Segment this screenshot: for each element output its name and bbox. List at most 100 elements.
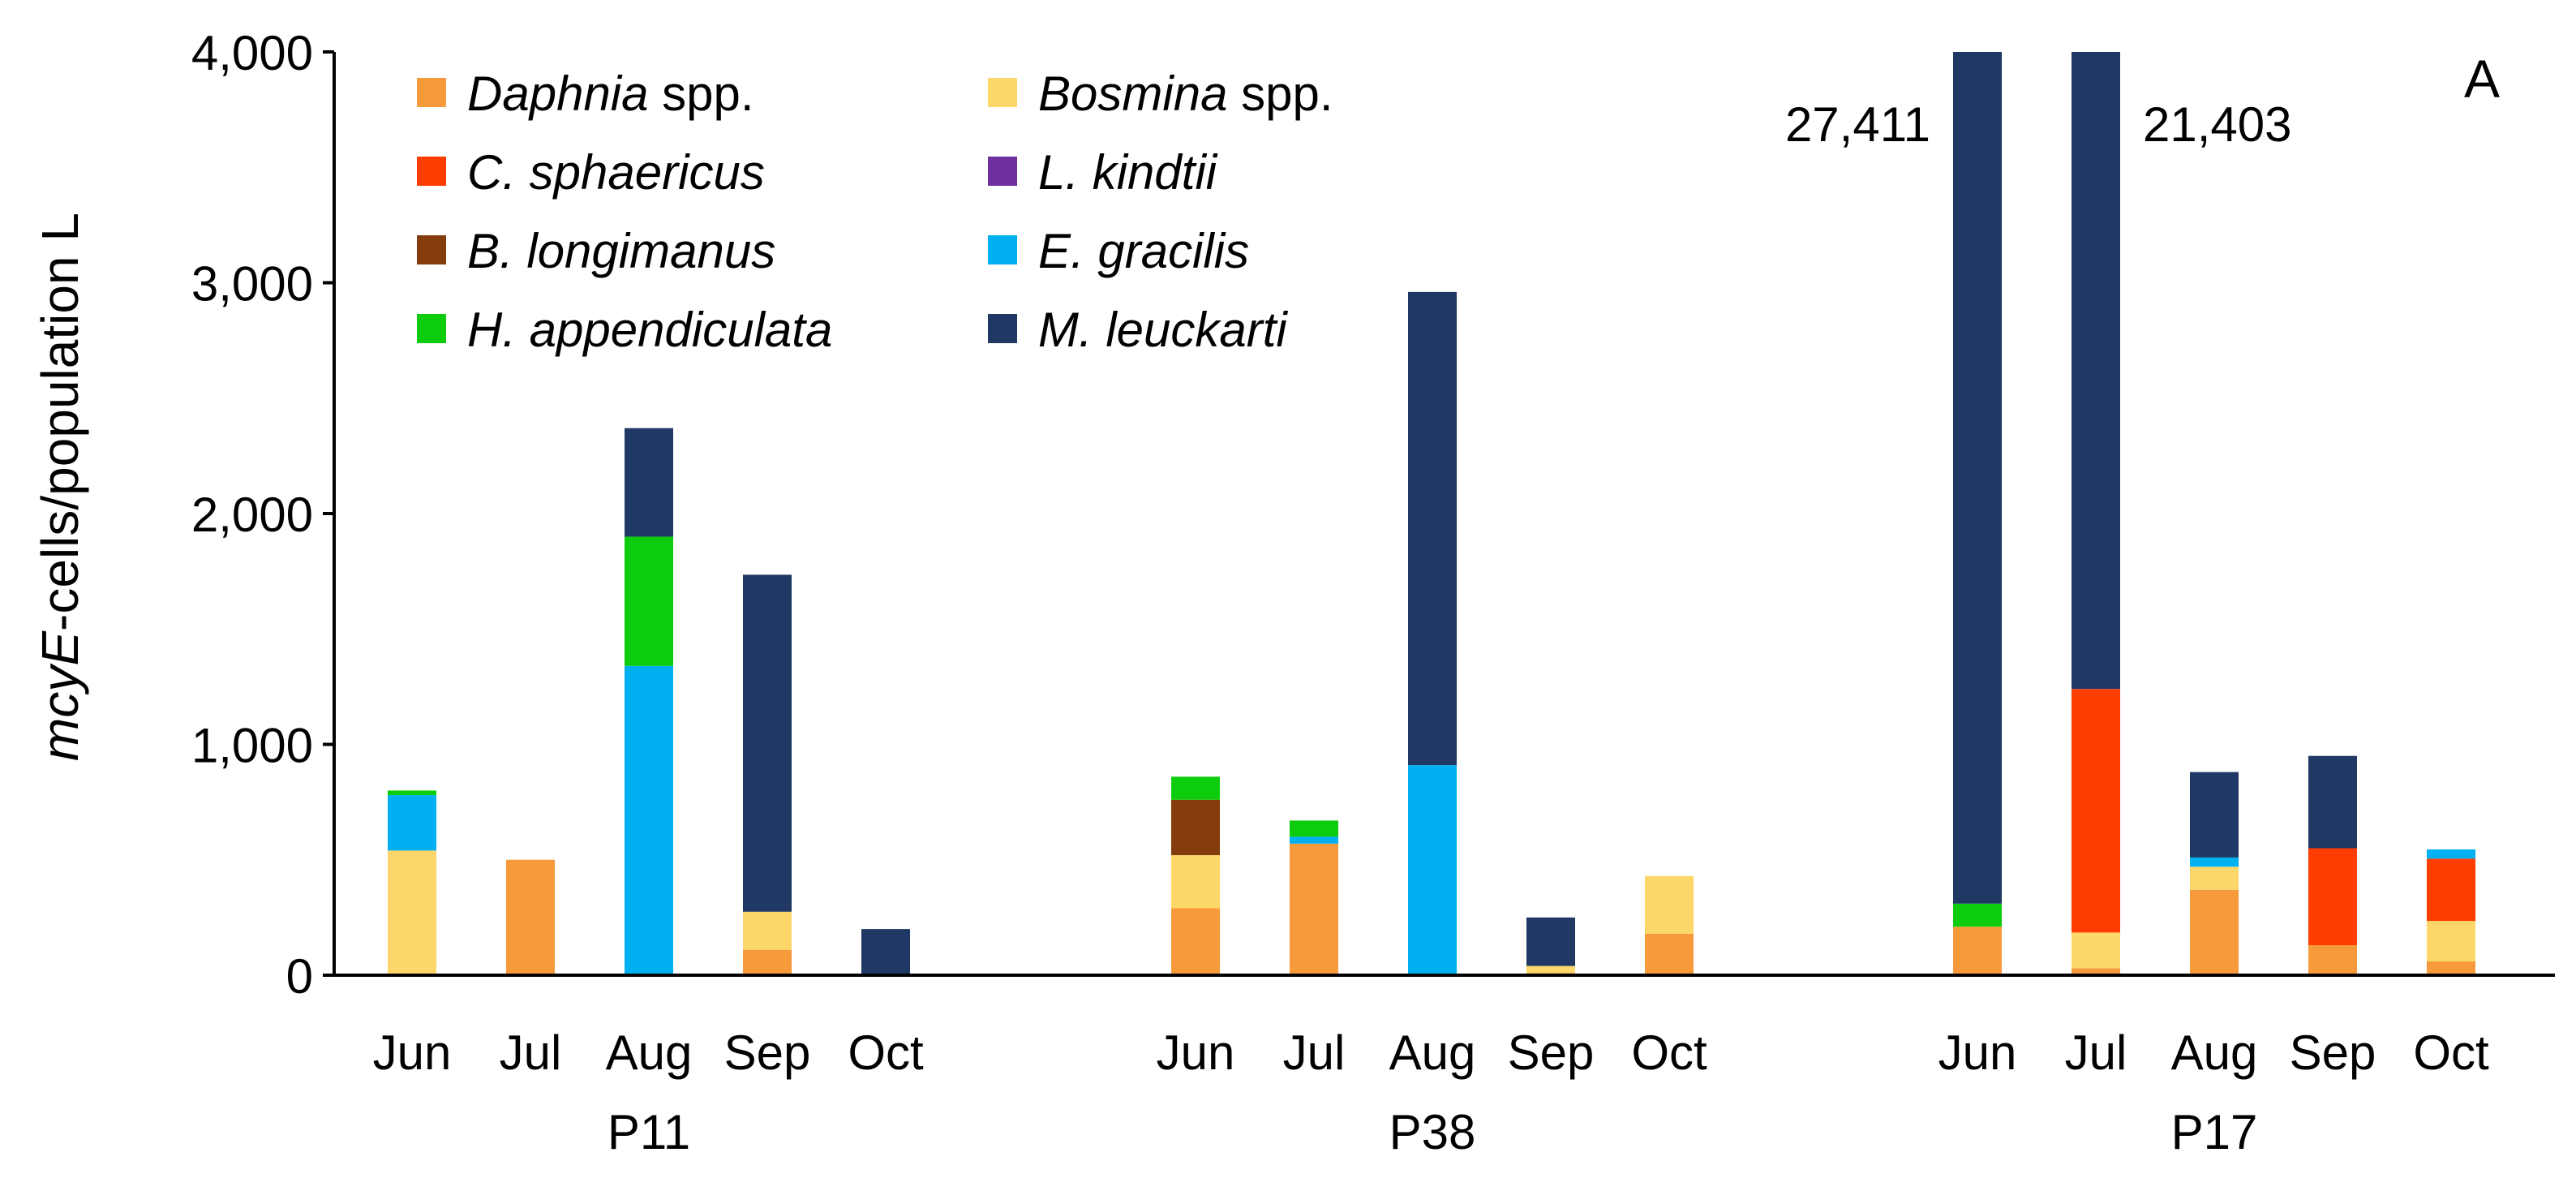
- bar-total-annotation: 21,403: [2143, 97, 2292, 152]
- x-tick-labels: Jun Jul Aug Sep Oct Jun Jul Aug Sep Oct Jun Jul Aug S…: [373, 1025, 2489, 1159]
- x-tick-label: Jun: [373, 1025, 452, 1080]
- legend-label: Bosmina spp.: [1038, 67, 1333, 121]
- legend-item: Daphnia spp.: [417, 67, 754, 121]
- bar-segment-m-leuckarti: [2308, 756, 2357, 849]
- bar-segment-b-longimanus: [1171, 800, 1220, 855]
- bar-segment-daphnia: [506, 860, 555, 975]
- bar-segment-bosmina: [743, 912, 792, 950]
- legend-swatch: [988, 78, 1017, 107]
- bar-segment-bosmina: [388, 850, 436, 975]
- y-tick-label: 4,000: [191, 26, 313, 80]
- y-axis-label-gene: mcyE: [31, 630, 89, 761]
- bar-segment-h-appendiculata: [388, 790, 436, 795]
- y-gridlines: [323, 52, 334, 975]
- bar-segment-c-sphaericus: [2072, 689, 2120, 932]
- x-tick-label: Sep: [2290, 1025, 2376, 1080]
- legend-label: L. kindtii: [1038, 145, 1218, 200]
- legend-swatch: [417, 314, 446, 343]
- x-tick-label: Aug: [606, 1025, 693, 1080]
- group-label: P11: [608, 1105, 690, 1159]
- bar-segment-e-gracilis: [625, 666, 673, 975]
- bar-segment-m-leuckarti: [2072, 52, 2120, 689]
- bar-segment-daphnia: [2308, 945, 2357, 975]
- legend-item: Bosmina spp.: [988, 67, 1333, 121]
- bar-segment-e-gracilis: [2427, 849, 2475, 858]
- bar-total-annotation: 27,411: [1785, 97, 1930, 152]
- bar-segment-e-gracilis: [1408, 765, 1457, 975]
- bar-segment-e-gracilis: [1290, 836, 1338, 844]
- stacked-bar-chart: mcyE-cells/population L A 0 1,000 2,000 3,0…: [0, 0, 2576, 1191]
- bar-segment-h-appendiculata: [1171, 776, 1220, 799]
- bar-segment-h-appendiculata: [625, 536, 673, 665]
- bar-segment-bosmina: [2427, 921, 2475, 961]
- bar-segment-m-leuckarti: [743, 574, 792, 911]
- legend-label: C. sphaericus: [467, 145, 765, 200]
- bar-segment-daphnia: [2190, 890, 2239, 975]
- legend-label: B. longimanus: [467, 224, 775, 278]
- bar-segment-bosmina: [1171, 855, 1220, 908]
- y-tick-label: 2,000: [191, 488, 313, 542]
- bar-segment-bosmina: [2190, 866, 2239, 889]
- x-tick-label: Oct: [1631, 1025, 1707, 1080]
- legend-swatch: [988, 235, 1017, 264]
- x-tick-label: Jun: [1938, 1025, 2017, 1080]
- legend-swatch: [417, 235, 446, 264]
- bar-segment-m-leuckarti: [1408, 292, 1457, 765]
- group-label: P17: [2171, 1105, 2258, 1159]
- bar-segment-c-sphaericus: [2308, 849, 2357, 945]
- x-tick-label: Oct: [848, 1025, 924, 1080]
- legend-swatch: [988, 314, 1017, 343]
- bar-segment-daphnia: [1171, 908, 1220, 975]
- legend-item: M. leuckarti: [988, 303, 1288, 357]
- bar-segment-e-gracilis: [2190, 858, 2239, 866]
- legend-swatch: [988, 157, 1017, 186]
- bar-segment-m-leuckarti: [1953, 52, 2002, 904]
- y-tick-label: 3,000: [191, 257, 313, 312]
- y-tick-labels: 0 1,000 2,000 3,000 4,000: [191, 26, 313, 1004]
- y-tick-label: 0: [286, 949, 313, 1004]
- legend-item: H. appendiculata: [417, 303, 832, 357]
- legend-swatch: [417, 157, 446, 186]
- group-label: P38: [1389, 1105, 1476, 1159]
- bar-segment-daphnia: [2427, 961, 2475, 975]
- x-tick-label: Sep: [1508, 1025, 1595, 1080]
- legend-swatch: [417, 78, 446, 107]
- bar-segment-bosmina: [2072, 932, 2120, 968]
- bar-segment-c-sphaericus: [2427, 858, 2475, 921]
- legend-item: E. gracilis: [988, 224, 1249, 278]
- x-tick-label: Sep: [724, 1025, 811, 1080]
- bar-segment-daphnia: [1645, 934, 1694, 975]
- x-tick-label: Jun: [1157, 1025, 1235, 1080]
- legend: Daphnia spp. Bosmina spp. C. sphaericus L. …: [417, 67, 1333, 357]
- bar-segment-daphnia: [743, 950, 792, 975]
- y-axis-label-unit: -cells/population L: [31, 213, 89, 631]
- bar-segment-m-leuckarti: [1526, 918, 1575, 966]
- y-axis-label: mcyE-cells/population L: [31, 213, 89, 761]
- panel-label: A: [2464, 49, 2500, 109]
- legend-label: M. leuckarti: [1038, 303, 1288, 357]
- legend-item: C. sphaericus: [417, 145, 765, 200]
- x-tick-label: Jul: [500, 1025, 562, 1080]
- x-tick-label: Jul: [1283, 1025, 1346, 1080]
- bar-segment-h-appendiculata: [1953, 904, 2002, 927]
- x-tick-label: Oct: [2413, 1025, 2489, 1080]
- x-tick-label: Jul: [2065, 1025, 2127, 1080]
- legend-item: L. kindtii: [988, 145, 1218, 200]
- bar-segment-m-leuckarti: [2190, 772, 2239, 858]
- bar-segment-h-appendiculata: [1290, 820, 1338, 836]
- bar-segment-e-gracilis: [388, 795, 436, 850]
- annotations-layer: 27,411 21,403: [1785, 97, 2292, 152]
- legend-label: Daphnia spp.: [467, 67, 754, 121]
- legend-label: H. appendiculata: [467, 303, 832, 357]
- legend-label: E. gracilis: [1038, 224, 1249, 278]
- bar-segment-daphnia: [1953, 927, 2002, 975]
- x-tick-label: Aug: [2171, 1025, 2258, 1080]
- bar-segment-bosmina: [1526, 966, 1575, 974]
- bar-segment-daphnia: [1290, 844, 1338, 975]
- bar-segment-m-leuckarti: [861, 929, 910, 975]
- legend-item: B. longimanus: [417, 224, 775, 278]
- y-tick-label: 1,000: [191, 719, 313, 773]
- x-tick-label: Aug: [1389, 1025, 1476, 1080]
- bar-segment-bosmina: [1645, 876, 1694, 934]
- bar-segment-m-leuckarti: [625, 428, 673, 537]
